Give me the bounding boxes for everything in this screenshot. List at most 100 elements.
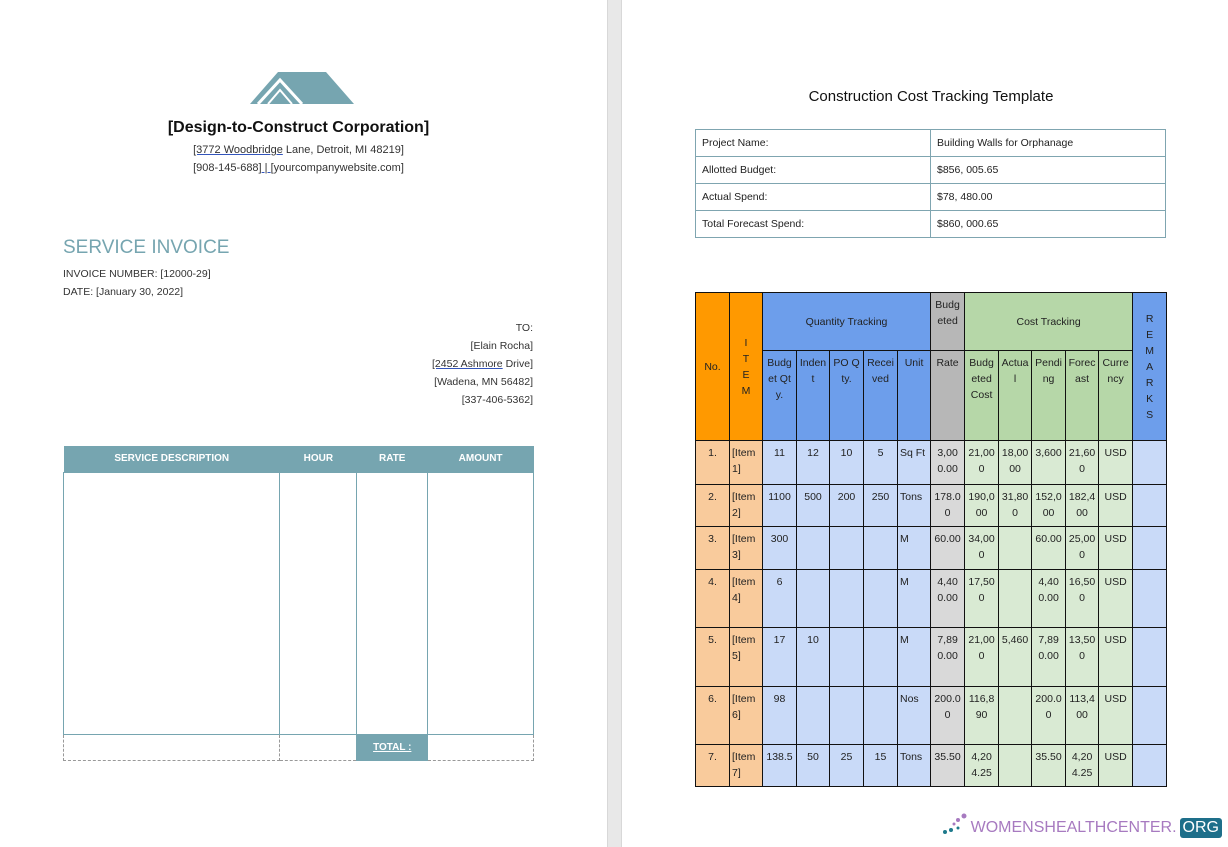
- cell-no[interactable]: 3.: [695, 526, 730, 570]
- cell-item[interactable]: [Item 7]: [729, 744, 763, 787]
- description-cell[interactable]: [62, 471, 281, 735]
- cell-rate[interactable]: 3,000.00: [930, 440, 966, 485]
- cell-remarks[interactable]: [1132, 526, 1168, 570]
- cell-remarks[interactable]: [1132, 744, 1168, 787]
- cell-forecast[interactable]: 13,500: [1065, 627, 1100, 687]
- cell-remarks[interactable]: [1132, 686, 1168, 745]
- cell-po-qty[interactable]: 10: [829, 440, 864, 485]
- cell-budgeted-cost[interactable]: 21,000: [964, 627, 1000, 687]
- cell-rate[interactable]: 4,400.00: [930, 569, 966, 628]
- cell-remarks[interactable]: [1132, 484, 1168, 527]
- cell-indent[interactable]: 10: [796, 627, 830, 687]
- cell-currency[interactable]: USD: [1098, 569, 1134, 628]
- cell-pending[interactable]: 3,600: [1031, 440, 1067, 485]
- cell-remarks[interactable]: [1132, 569, 1168, 628]
- cell-currency[interactable]: USD: [1098, 484, 1134, 527]
- cell-currency[interactable]: USD: [1098, 744, 1134, 787]
- info-value[interactable]: $78, 480.00: [930, 183, 1166, 211]
- cell-po-qty[interactable]: 25: [829, 744, 864, 787]
- cell-po-qty[interactable]: [829, 526, 864, 570]
- cell-actual[interactable]: [998, 569, 1033, 628]
- cell-received[interactable]: [863, 627, 898, 687]
- cell-no[interactable]: 2.: [695, 484, 730, 527]
- cell-currency[interactable]: USD: [1098, 627, 1134, 687]
- cell-unit[interactable]: Sq Ft: [896, 440, 932, 485]
- cell-no[interactable]: 1.: [695, 440, 730, 485]
- cell-budgeted-cost[interactable]: 4,204.25: [964, 744, 1000, 787]
- cell-currency[interactable]: USD: [1098, 526, 1134, 570]
- cell-forecast[interactable]: 21,600: [1065, 440, 1100, 485]
- rate-cell[interactable]: [356, 471, 429, 735]
- cell-indent[interactable]: 50: [796, 744, 830, 787]
- cell-pending[interactable]: 60.00: [1031, 526, 1067, 570]
- cell-remarks[interactable]: [1132, 627, 1168, 687]
- cell-forecast[interactable]: 16,500: [1065, 569, 1100, 628]
- cell-forecast[interactable]: 4,204.25: [1065, 744, 1100, 787]
- cell-rate[interactable]: 35.50: [930, 744, 966, 787]
- cell-remarks[interactable]: [1132, 440, 1168, 485]
- cell-unit[interactable]: Tons: [896, 744, 932, 787]
- cell-po-qty[interactable]: [829, 627, 864, 687]
- cell-indent[interactable]: [796, 526, 830, 570]
- cell-po-qty[interactable]: [829, 686, 864, 745]
- cell-po-qty[interactable]: 200: [829, 484, 864, 527]
- cell-no[interactable]: 4.: [695, 569, 730, 628]
- cell-budgeted-cost[interactable]: 21,000: [964, 440, 1000, 485]
- cell-unit[interactable]: Nos: [896, 686, 932, 745]
- cell-forecast[interactable]: 182,400: [1065, 484, 1100, 527]
- cell-budget-qty[interactable]: 98: [762, 686, 797, 745]
- cell-actual[interactable]: [998, 526, 1033, 570]
- cell-pending[interactable]: 7,890.00: [1031, 627, 1067, 687]
- info-value[interactable]: Building Walls for Orphanage: [930, 129, 1166, 157]
- cell-no[interactable]: 6.: [695, 686, 730, 745]
- cell-received[interactable]: [863, 569, 898, 628]
- cell-pending[interactable]: 35.50: [1031, 744, 1067, 787]
- cell-rate[interactable]: 200.00: [930, 686, 966, 745]
- cell-item[interactable]: [Item 2]: [729, 484, 763, 527]
- cell-budget-qty[interactable]: 300: [762, 526, 797, 570]
- cell-budgeted-cost[interactable]: 17,500: [964, 569, 1000, 628]
- cell-forecast[interactable]: 25,000: [1065, 526, 1100, 570]
- cell-actual[interactable]: [998, 686, 1033, 745]
- cell-indent[interactable]: [796, 686, 830, 745]
- info-value[interactable]: $860, 000.65: [930, 210, 1166, 238]
- cell-pending[interactable]: 152,000: [1031, 484, 1067, 527]
- cell-indent[interactable]: [796, 569, 830, 628]
- cell-received[interactable]: 250: [863, 484, 898, 527]
- info-value[interactable]: $856, 005.65: [930, 156, 1166, 184]
- cell-currency[interactable]: USD: [1098, 686, 1134, 745]
- cell-rate[interactable]: 178.00: [930, 484, 966, 527]
- cell-pending[interactable]: 200.00: [1031, 686, 1067, 745]
- cell-budget-qty[interactable]: 17: [762, 627, 797, 687]
- cell-received[interactable]: 5: [863, 440, 898, 485]
- cell-item[interactable]: [Item 5]: [729, 627, 763, 687]
- cell-pending[interactable]: 4,400.00: [1031, 569, 1067, 628]
- cell-actual[interactable]: 5,460: [998, 627, 1033, 687]
- cell-forecast[interactable]: 113,400: [1065, 686, 1100, 745]
- cell-unit[interactable]: M: [896, 526, 932, 570]
- cell-actual[interactable]: [998, 744, 1033, 787]
- total-value[interactable]: [427, 733, 534, 761]
- cell-item[interactable]: [Item 4]: [729, 569, 763, 628]
- amount-cell[interactable]: [427, 471, 534, 735]
- cell-item[interactable]: [Item 1]: [729, 440, 763, 485]
- cell-unit[interactable]: M: [896, 569, 932, 628]
- cell-received[interactable]: 15: [863, 744, 898, 787]
- cell-rate[interactable]: 60.00: [930, 526, 966, 570]
- cell-budget-qty[interactable]: 11: [762, 440, 797, 485]
- cell-budget-qty[interactable]: 6: [762, 569, 797, 628]
- cell-budgeted-cost[interactable]: 190,000: [964, 484, 1000, 527]
- cell-unit[interactable]: Tons: [896, 484, 932, 527]
- cell-rate[interactable]: 7,890.00: [930, 627, 966, 687]
- hour-cell[interactable]: [279, 471, 358, 735]
- cell-item[interactable]: [Item 6]: [729, 686, 763, 745]
- cell-no[interactable]: 5.: [695, 627, 730, 687]
- cell-budget-qty[interactable]: 1100: [762, 484, 797, 527]
- cell-currency[interactable]: USD: [1098, 440, 1134, 485]
- cell-indent[interactable]: 12: [796, 440, 830, 485]
- cell-unit[interactable]: M: [896, 627, 932, 687]
- cell-no[interactable]: 7.: [695, 744, 730, 787]
- cell-budgeted-cost[interactable]: 34,000: [964, 526, 1000, 570]
- cell-received[interactable]: [863, 686, 898, 745]
- cell-indent[interactable]: 500: [796, 484, 830, 527]
